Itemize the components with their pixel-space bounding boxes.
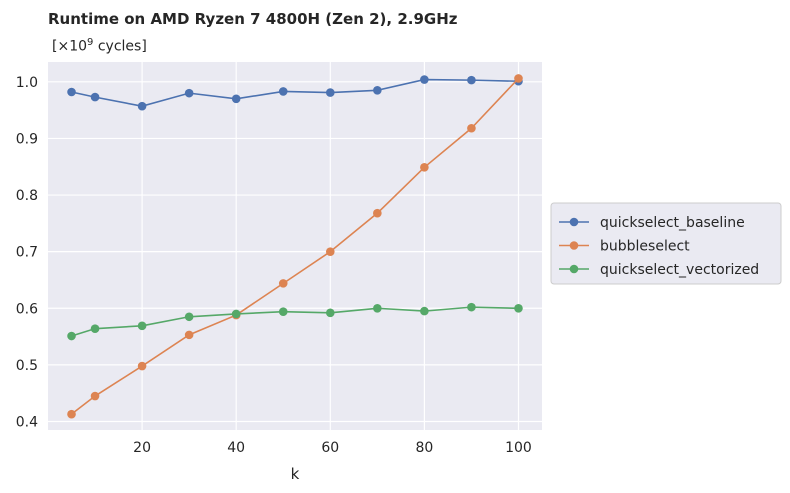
- data-point-quickselect-vectorized: [137, 321, 147, 331]
- x-tick-label: 20: [133, 440, 151, 456]
- data-point-quickselect-baseline: [278, 87, 288, 96]
- x-tick-label: 100: [505, 440, 532, 456]
- data-point-quickselect-vectorized: [231, 309, 241, 319]
- data-point-quickselect-vectorized: [514, 303, 523, 313]
- x-axis-label: k: [291, 465, 300, 483]
- data-point-bubbleselect: [467, 123, 476, 133]
- data-point-bubbleselect: [514, 74, 523, 83]
- y-tick-label: 0.5: [16, 358, 38, 374]
- legend-marker-bubbleselect: [569, 241, 579, 250]
- subtitle-exponent: 9: [87, 37, 94, 48]
- legend-box: [550, 202, 782, 285]
- data-point-quickselect-vectorized: [420, 306, 429, 316]
- data-point-bubbleselect: [325, 247, 335, 256]
- data-point-bubbleselect: [137, 361, 147, 371]
- data-point-quickselect-baseline: [184, 88, 194, 98]
- subtitle-suffix: cycles]: [93, 38, 147, 55]
- data-point-quickselect-vectorized: [184, 312, 194, 322]
- y-tick-label: 0.8: [16, 188, 38, 204]
- x-tick-label: 60: [321, 440, 339, 456]
- chart-subtitle: [×109 cycles]: [52, 37, 147, 55]
- data-point-quickselect-vectorized: [278, 307, 288, 316]
- data-point-quickselect-vectorized: [67, 331, 76, 341]
- legend-marker-quickselect-baseline: [569, 217, 579, 227]
- data-point-quickselect-vectorized: [325, 308, 335, 318]
- y-tick-label: 0.9: [16, 131, 38, 147]
- data-point-bubbleselect: [184, 330, 194, 340]
- data-point-bubbleselect: [278, 279, 288, 288]
- data-point-bubbleselect: [67, 409, 76, 419]
- legend-label-quickselect-baseline: quickselect_baseline: [600, 215, 745, 231]
- data-point-quickselect-baseline: [373, 86, 382, 95]
- y-tick-label: 1.0: [16, 75, 38, 91]
- data-point-quickselect-baseline: [231, 94, 241, 104]
- data-point-bubbleselect: [420, 163, 429, 172]
- data-point-quickselect-baseline: [467, 75, 476, 85]
- data-point-quickselect-vectorized: [467, 302, 476, 312]
- data-point-quickselect-baseline: [420, 75, 429, 84]
- y-tick-label: 0.7: [16, 245, 38, 261]
- data-point-quickselect-baseline: [137, 101, 147, 111]
- legend-marker-quickselect-vectorized: [569, 264, 579, 274]
- data-point-quickselect-baseline: [325, 88, 335, 97]
- subtitle-prefix: [×10: [52, 38, 88, 55]
- legend: quickselect_baseline bubbleselect quicksel…: [550, 202, 782, 285]
- series-group: [67, 74, 523, 419]
- legend-label-bubbleselect: bubbleselect: [600, 239, 690, 255]
- data-point-quickselect-vectorized: [90, 324, 100, 333]
- plot-area: [48, 62, 542, 430]
- tick-labels: 20 40 60 80 100 0.4 0.5 0.6 0.7 0.8 0.9 1.0: [16, 75, 532, 456]
- x-tick-label: 80: [415, 440, 433, 456]
- data-point-bubbleselect: [373, 208, 382, 218]
- data-point-bubbleselect: [90, 391, 100, 401]
- legend-label-quickselect-vectorized: quickselect_vectorized: [600, 262, 759, 278]
- data-point-quickselect-baseline: [67, 87, 76, 97]
- y-tick-label: 0.4: [16, 415, 38, 431]
- data-point-quickselect-vectorized: [373, 303, 382, 313]
- chart-title: Runtime on AMD Ryzen 7 4800H (Zen 2), 2.…: [48, 10, 458, 28]
- data-point-quickselect-baseline: [90, 92, 100, 102]
- y-tick-label: 0.6: [16, 301, 38, 317]
- x-tick-label: 40: [227, 440, 245, 456]
